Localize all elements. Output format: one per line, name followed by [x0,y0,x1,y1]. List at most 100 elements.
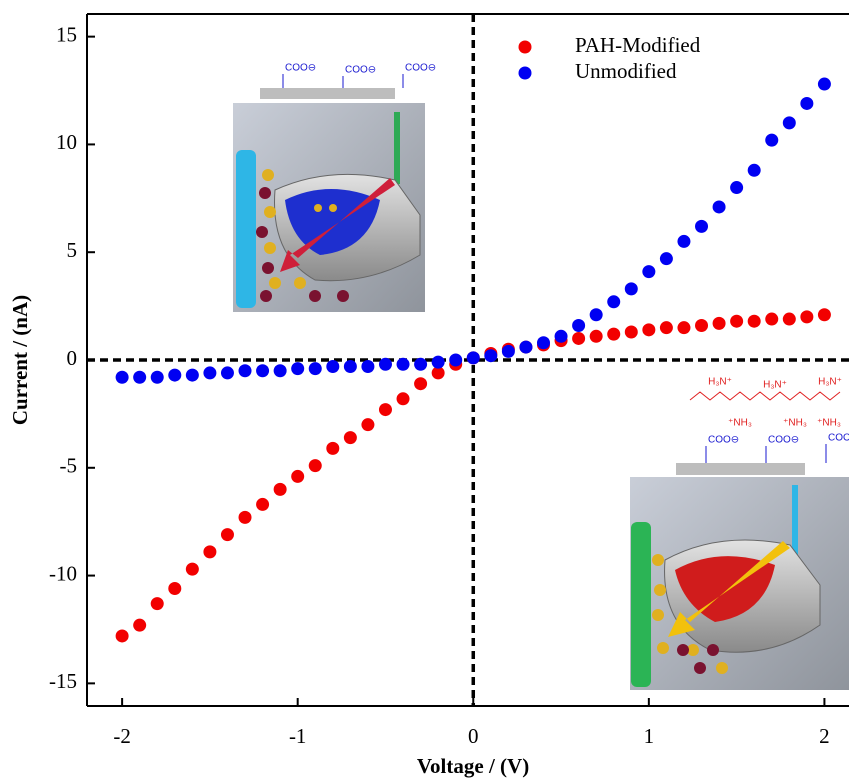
data-point [203,545,216,558]
data-point [484,349,497,362]
x-tick-label: 2 [819,724,830,748]
data-point [414,377,427,390]
chem-label: ⁺NH₃ [783,418,807,429]
data-point [274,483,287,496]
legend-marker [519,67,532,80]
data-point [765,313,778,326]
data-point [186,563,199,576]
data-point [660,252,673,265]
data-point [590,308,603,321]
chart: 151050-5-10-15-2-1012 Voltage / (V) Curr… [0,0,849,780]
data-point [730,181,743,194]
data-point [555,330,568,343]
chem-label: COO⊖ [405,63,436,74]
chem-label: COO⊖ [768,435,799,446]
data-point [326,442,339,455]
data-point [695,220,708,233]
data-point [677,321,690,334]
chem-label: H₃N⁺ [763,380,787,391]
chem-label: H₃N⁺ [818,377,842,388]
data-point [379,403,392,416]
data-point [168,369,181,382]
y-tick-label: -15 [49,669,77,693]
data-point [256,498,269,511]
data-point [256,364,269,377]
chem-label: COO⊖ [708,435,739,446]
data-point [274,364,287,377]
data-point [309,459,322,472]
polymer [690,392,840,400]
y-tick-label: 0 [67,346,78,370]
data-point [379,358,392,371]
data-point [765,134,778,147]
data-point [502,345,515,358]
data-point [537,336,550,349]
data-point [116,629,129,642]
data-point [414,358,427,371]
data-point [133,619,146,632]
data-point [660,321,673,334]
data-point [625,325,638,338]
y-tick-label: 5 [67,238,78,262]
data-point [326,360,339,373]
data-point [186,369,199,382]
data-point [291,470,304,483]
data-point [432,356,445,369]
data-point [361,418,374,431]
data-point [800,97,813,110]
chem-label: ⁺NH₃ [817,418,841,429]
chem-label: COO⊖ [285,63,316,74]
y-tick-label: 10 [56,130,77,154]
membrane-bar [260,88,395,99]
membrane-bar [676,463,805,475]
data-point [713,317,726,330]
data-point [572,332,585,345]
data-point [818,78,831,91]
electrode [631,522,651,687]
electrode [236,150,256,308]
data-point [168,582,181,595]
x-axis-title: Voltage / (V) [417,754,529,778]
data-point [713,200,726,213]
data-point [449,354,462,367]
data-point [397,392,410,405]
data-point [309,362,322,375]
data-point [467,351,480,364]
chem-label: ⁺NH₃ [728,418,752,429]
data-point [572,319,585,332]
data-point [748,164,761,177]
data-point [590,330,603,343]
data-point [239,511,252,524]
data-point [519,341,532,354]
data-point [800,310,813,323]
data-point [344,360,357,373]
electrode [792,485,798,555]
chem-label: H₃N⁺ [708,377,732,388]
data-point [783,116,796,129]
electrode [394,112,400,184]
legend-marker [519,41,532,54]
data-point [291,362,304,375]
data-point [344,431,357,444]
y-tick-label: -5 [60,454,78,478]
y-axis-title: Current / (nA) [8,295,32,425]
data-point [221,528,234,541]
x-tick-label: -1 [289,724,307,748]
inset-pah [630,392,849,690]
data-point [818,308,831,321]
data-point [748,315,761,328]
data-point [116,371,129,384]
x-tick-label: 0 [468,724,479,748]
x-tick-label: 1 [644,724,655,748]
data-point [607,295,620,308]
data-point [625,282,638,295]
data-point [607,328,620,341]
data-point [642,323,655,336]
data-point [695,319,708,332]
x-tick-label: -2 [113,724,131,748]
data-point [239,364,252,377]
legend-label: Unmodified [575,59,677,83]
data-point [730,315,743,328]
data-point [221,366,234,379]
data-point [361,360,374,373]
